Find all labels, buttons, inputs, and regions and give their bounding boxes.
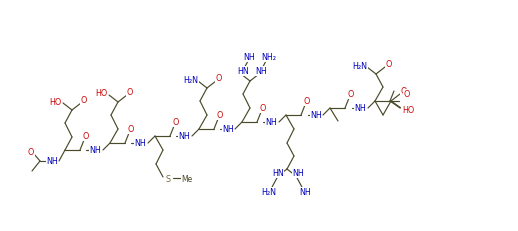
Text: O: O (28, 148, 34, 157)
Text: O: O (304, 97, 310, 106)
Text: NH: NH (292, 169, 304, 178)
Text: NH₂: NH₂ (262, 53, 277, 62)
Text: O: O (386, 60, 392, 69)
Text: O: O (127, 88, 133, 97)
Text: O: O (348, 90, 354, 99)
Text: HN: HN (237, 67, 249, 76)
Text: NH: NH (265, 118, 277, 127)
Text: NH: NH (89, 146, 101, 155)
Text: O: O (404, 90, 410, 99)
Text: NH: NH (178, 132, 190, 141)
Text: Me: Me (181, 175, 193, 184)
Text: H₂N: H₂N (183, 76, 198, 85)
Text: O: O (128, 125, 134, 134)
Text: NH: NH (134, 139, 146, 148)
Text: O: O (216, 74, 222, 83)
Text: H₂N: H₂N (353, 62, 367, 71)
Text: O: O (260, 104, 266, 113)
Text: NH: NH (222, 125, 234, 134)
Text: HO: HO (95, 89, 107, 98)
Text: NH: NH (354, 104, 366, 113)
Text: S: S (165, 175, 170, 184)
Text: NH: NH (299, 188, 311, 197)
Text: HO: HO (402, 106, 414, 115)
Text: H₂N: H₂N (262, 188, 277, 197)
Text: NH: NH (243, 53, 255, 62)
Text: HO: HO (49, 98, 61, 107)
Text: O: O (81, 96, 87, 105)
Text: HN: HN (272, 169, 284, 178)
Text: O: O (401, 87, 407, 96)
Text: NH: NH (310, 111, 322, 120)
Text: NH: NH (255, 67, 267, 76)
Text: O: O (173, 118, 179, 127)
Text: O: O (217, 111, 223, 120)
Text: O: O (83, 132, 89, 141)
Text: NH: NH (46, 157, 58, 166)
